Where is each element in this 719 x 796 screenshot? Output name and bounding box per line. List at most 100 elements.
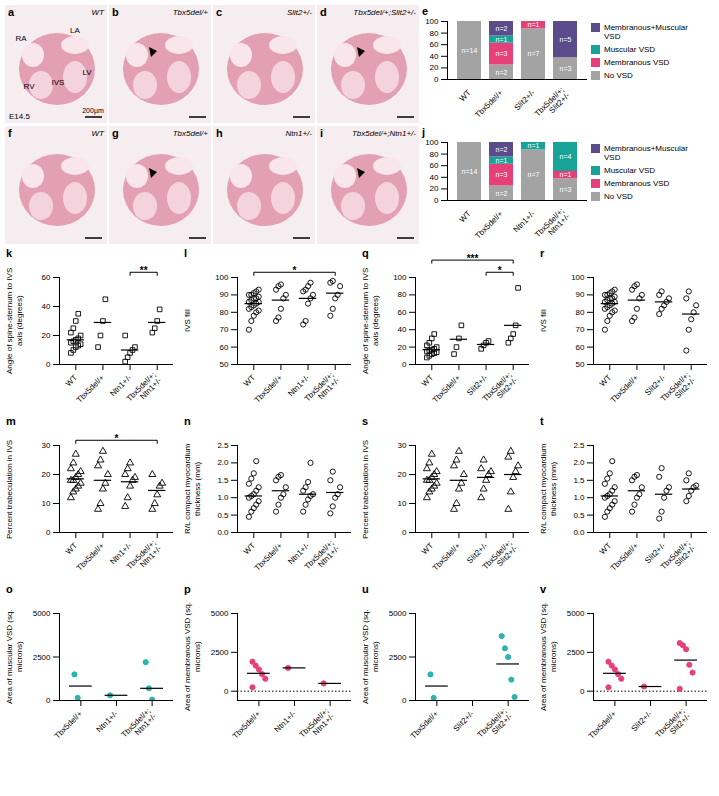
svg-text:a: a [8,6,15,18]
svg-text:5000: 5000 [33,609,51,618]
svg-text:Tbx5del/+: Tbx5del/+ [173,129,209,138]
svg-text:0.0: 0.0 [573,528,585,537]
svg-text:n=1: n=1 [528,21,540,28]
svg-text:0: 0 [224,687,229,696]
svg-text:100: 100 [215,273,229,282]
svg-text:n=1: n=1 [496,36,508,43]
svg-text:1.0: 1.0 [217,493,229,502]
svg-text:Tbx5del/+: Tbx5del/+ [431,541,463,573]
svg-text:Tbx5del/+: Tbx5del/+ [609,373,641,405]
svg-text:20: 20 [398,470,407,479]
svg-text:WT: WT [458,209,473,224]
svg-text:***: *** [467,253,479,264]
svg-text:10: 10 [398,499,407,508]
svg-text:n=14: n=14 [462,168,478,175]
svg-text:WT: WT [92,129,106,138]
svg-text:0.0: 0.0 [217,528,229,537]
svg-text:n=2: n=2 [496,25,508,32]
svg-text:2.5: 2.5 [573,441,585,450]
svg-text:n=2: n=2 [496,189,508,196]
svg-text:n=7: n=7 [528,171,540,178]
svg-text:0: 0 [580,687,585,696]
svg-text:LV: LV [82,68,92,77]
svg-text:Slit2+/-: Slit2+/- [630,709,654,733]
svg-text:Tbx5del/+;Slit2+/-: Tbx5del/+;Slit2+/- [659,538,698,577]
svg-text:Tbx5del/+: Tbx5del/+ [253,541,285,573]
svg-text:n=2: n=2 [496,146,508,153]
svg-text:n=4: n=4 [560,153,572,160]
svg-text:50: 50 [220,360,229,369]
svg-text:WT: WT [598,373,613,388]
svg-text:n=5: n=5 [560,36,572,43]
svg-text:Tbx5del/+;Slit2+/-: Tbx5del/+;Slit2+/- [476,706,515,745]
svg-text:Tbx5del/+;Slit2+/-: Tbx5del/+;Slit2+/- [481,370,520,409]
svg-text:Tbx5del/+;Ntn1+/-: Tbx5del/+;Ntn1+/- [352,129,416,138]
svg-text:70: 70 [576,325,585,334]
svg-text:i: i [320,127,323,139]
svg-text:WT: WT [242,541,257,556]
svg-text:RV: RV [24,82,36,91]
svg-text:Slit2+/-: Slit2+/- [287,8,312,17]
svg-text:Ntn1+/-: Ntn1+/- [273,709,298,734]
svg-text:f: f [8,127,12,139]
svg-text:*: * [293,265,297,276]
svg-text:Ntn1+/-: Ntn1+/- [95,709,120,734]
svg-text:0: 0 [434,75,439,84]
svg-text:60: 60 [42,273,51,282]
svg-text:Tbx5del/+: Tbx5del/+ [253,373,285,405]
svg-text:Ntn1+/-: Ntn1+/- [286,129,313,138]
svg-text:RA: RA [15,34,27,43]
svg-text:WT: WT [420,373,435,388]
svg-text:1.5: 1.5 [573,476,585,485]
svg-text:LA: LA [70,26,80,35]
svg-text:90: 90 [220,290,229,299]
svg-text:20: 20 [430,184,439,193]
svg-text:WT: WT [242,373,257,388]
svg-text:20: 20 [42,331,51,340]
svg-text:n=1: n=1 [560,171,572,178]
svg-text:Slit2+/-: Slit2+/- [452,709,476,733]
svg-text:n=3: n=3 [560,186,572,193]
svg-text:0: 0 [46,360,51,369]
svg-text:80: 80 [576,308,585,317]
svg-text:5000: 5000 [211,609,229,618]
svg-text:b: b [112,6,119,18]
svg-text:Tbx5del/+;Slit2+/-: Tbx5del/+;Slit2+/- [654,706,693,745]
svg-text:40: 40 [430,173,439,182]
svg-text:0: 0 [46,696,51,705]
svg-text:Tbx5del/+;Ntn1+/-: Tbx5del/+;Ntn1+/- [298,706,337,745]
svg-text:Tbx5del/+: Tbx5del/+ [53,709,85,741]
svg-text:60: 60 [576,343,585,352]
svg-text:20: 20 [42,470,51,479]
svg-text:0.5: 0.5 [573,511,585,520]
svg-text:Tbx5del/+;Ntn1+/-: Tbx5del/+;Ntn1+/- [303,370,342,409]
svg-text:g: g [112,127,119,139]
svg-text:Tbx5del/+;Ntn1+/-: Tbx5del/+;Ntn1+/- [533,206,572,244]
svg-text:0.5: 0.5 [217,511,229,520]
svg-text:WT: WT [64,373,79,388]
svg-text:40: 40 [430,52,439,61]
svg-text:0: 0 [402,696,407,705]
svg-text:Tbx5del/+: Tbx5del/+ [431,373,463,405]
svg-text:5000: 5000 [389,609,407,618]
svg-text:2500: 2500 [211,648,229,657]
svg-text:Tbx5del/+;Slit2+/-: Tbx5del/+;Slit2+/- [533,85,572,123]
svg-text:60: 60 [220,343,229,352]
svg-text:20: 20 [398,343,407,352]
svg-text:c: c [216,6,222,18]
svg-text:Tbx5del/+;Ntn1+/-: Tbx5del/+;Ntn1+/- [125,370,164,409]
svg-text:0: 0 [46,528,51,537]
svg-text:0: 0 [434,196,439,205]
svg-text:Tbx5del/+;Ntn1+/-: Tbx5del/+;Ntn1+/- [125,538,164,577]
svg-text:Tbx5del/+;Slit2+/-: Tbx5del/+;Slit2+/- [353,8,416,17]
svg-text:Tbx5del/+: Tbx5del/+ [75,373,107,405]
svg-text:100: 100 [425,17,439,26]
svg-text:Ntn1+/-: Ntn1+/- [512,209,537,234]
svg-text:90: 90 [576,290,585,299]
svg-text:40: 40 [42,302,51,311]
svg-text:n=3: n=3 [496,50,508,57]
svg-text:10: 10 [42,499,51,508]
svg-text:40: 40 [398,325,407,334]
svg-text:100: 100 [393,273,407,282]
svg-text:n=1: n=1 [496,157,508,164]
